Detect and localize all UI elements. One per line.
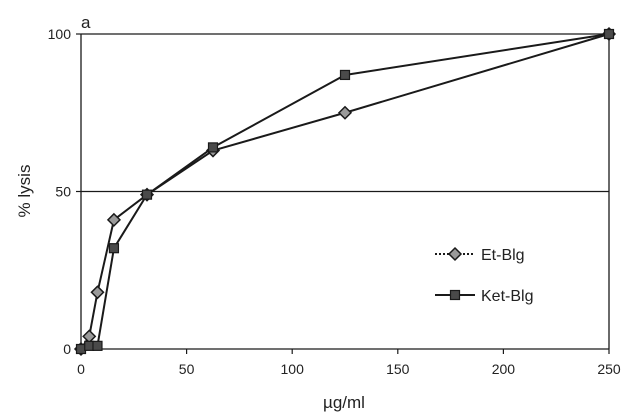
series-line-et-blg [80, 33, 610, 350]
tick-labels: 0 50 100 0 50 100 150 200 250 [48, 26, 621, 377]
data-point-ket-blg-2 [92, 340, 103, 351]
legend-marker-et-blg [447, 246, 463, 262]
x-axis-title: µg/ml [323, 393, 365, 412]
x-tick-label-0: 0 [77, 361, 85, 377]
x-tick-label-100: 100 [281, 361, 305, 377]
data-point-ket-blg-7 [603, 28, 615, 40]
legend-entry-et-blg: Et-Blg [435, 246, 525, 264]
data-point-et-blg-2 [90, 285, 105, 300]
y-tick-label-100: 100 [48, 26, 72, 42]
data-point-et-blg-6 [337, 105, 353, 120]
y-tick-label-50: 50 [55, 184, 71, 200]
data-point-ket-blg-5 [207, 142, 219, 153]
x-tick-label-150: 150 [386, 361, 410, 377]
x-tick-label-200: 200 [492, 361, 516, 377]
y-tick-label-0: 0 [63, 341, 71, 357]
x-tick-label-250: 250 [597, 361, 621, 377]
legend: Et-Blg Ket-Blg [435, 246, 533, 305]
data-series [73, 26, 617, 357]
series-ket-blg [75, 28, 615, 355]
panel-label: a [81, 13, 91, 32]
grid-lines [81, 33, 609, 193]
x-tick-label-50: 50 [179, 361, 195, 377]
legend-entry-ket-blg: Ket-Blg [435, 288, 533, 305]
legend-label-ket-blg: Ket-Blg [481, 288, 533, 305]
legend-label-et-blg: Et-Blg [481, 247, 525, 264]
legend-marker-ket-blg [449, 289, 461, 301]
data-point-et-blg-1 [82, 329, 97, 344]
data-point-ket-blg-3 [108, 243, 120, 254]
data-point-ket-blg-4 [141, 189, 153, 200]
data-point-et-blg-3 [106, 212, 122, 227]
y-axis-title: % lysis [15, 165, 34, 218]
axes [76, 33, 610, 354]
data-point-ket-blg-6 [339, 69, 351, 81]
